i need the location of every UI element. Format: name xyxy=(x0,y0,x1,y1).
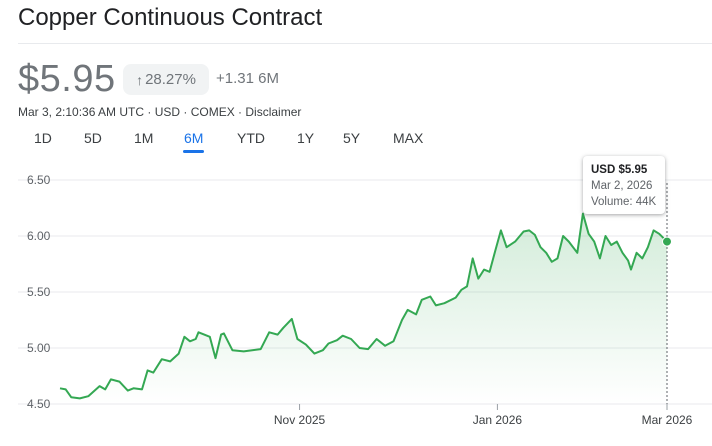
change-badge: ↑ 28.27% xyxy=(123,64,209,95)
page-title: Copper Continuous Contract xyxy=(18,4,323,31)
tab-5y[interactable]: 5Y xyxy=(343,130,361,146)
tab-1d[interactable]: 1D xyxy=(34,130,52,146)
tab-1y[interactable]: 1Y xyxy=(297,130,315,146)
tab-max[interactable]: MAX xyxy=(393,130,424,146)
chart-tooltip: USD $5.95 Mar 2, 2026 Volume: 44K xyxy=(583,156,665,214)
y-tick-label: 5.00 xyxy=(27,341,51,355)
y-tick-label: 6.50 xyxy=(27,173,51,187)
change-percent: 28.27% xyxy=(145,71,196,88)
change-absolute: +1.31 6M xyxy=(216,70,279,87)
hover-point xyxy=(662,236,672,247)
x-tick-label: Jan 2026 xyxy=(473,413,523,427)
arrow-up-icon: ↑ xyxy=(136,71,144,88)
x-tick-label: Mar 2026 xyxy=(642,413,693,427)
tooltip-date: Mar 2, 2026 xyxy=(591,180,653,192)
tab-5d[interactable]: 5D xyxy=(84,130,102,146)
tab-ytd[interactable]: YTD xyxy=(237,130,265,146)
y-tick-label: 6.00 xyxy=(27,229,51,243)
quote-meta: Mar 3, 2:10:36 AM UTC · USD · COMEX · Di… xyxy=(18,105,302,119)
y-tick-label: 4.50 xyxy=(27,397,51,411)
price-area-fill xyxy=(60,213,667,404)
x-tick-label: Nov 2025 xyxy=(274,413,326,427)
y-tick-label: 5.50 xyxy=(27,285,51,299)
tab-1m[interactable]: 1M xyxy=(134,130,154,146)
header-divider xyxy=(18,43,712,44)
tooltip-volume: Volume: 44K xyxy=(591,196,657,208)
tooltip-price: USD $5.95 xyxy=(591,164,648,176)
tab-6m[interactable]: 6M xyxy=(182,130,205,153)
current-price: $5.95 xyxy=(18,58,116,100)
price-series-line xyxy=(59,212,668,400)
